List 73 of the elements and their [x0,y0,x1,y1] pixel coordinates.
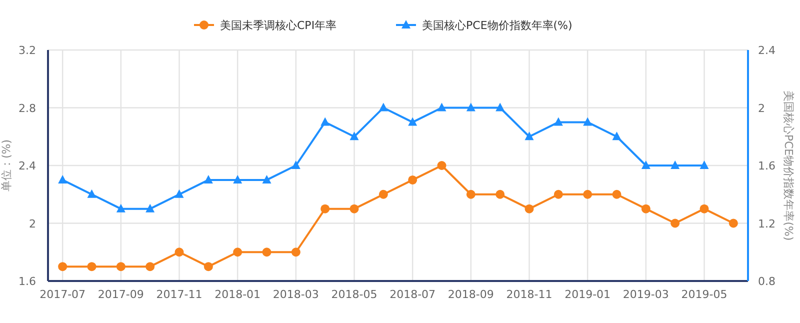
point [116,262,126,272]
point [437,102,446,112]
x-tick-label: 2018-05 [331,288,378,301]
point [320,204,330,214]
point [116,204,126,212]
y2-tick-label: 2 [758,102,765,115]
point [233,248,242,257]
point [87,262,96,272]
y-tick-label: 3.2 [18,44,36,57]
point [554,117,563,126]
x-tick-label: 2018-09 [448,288,494,301]
x-tick-label: 2019-05 [681,288,728,301]
point [233,174,242,184]
x-tick-label: 2018-07 [390,288,436,301]
point [408,175,418,184]
x-tick-label: 2018-03 [272,288,319,301]
point [378,102,388,112]
point [612,190,622,199]
point [728,218,738,228]
point [291,248,300,257]
point [583,190,592,199]
point [58,174,68,184]
point [496,102,505,112]
point [204,262,213,272]
point [58,262,68,272]
x-tick-label: 2019-01 [564,288,611,301]
point [408,117,418,126]
point [466,102,476,112]
point [174,189,184,198]
point [524,132,534,140]
y-tick-label: 2 [29,217,36,230]
point [670,218,680,228]
point [350,132,359,140]
point [583,117,592,126]
point [641,160,650,169]
point [87,189,96,198]
y-tick-label: 2.4 [18,160,36,172]
point [700,160,709,169]
x-tick-label: 2017-11 [156,288,202,301]
point [174,248,184,257]
y-tick-label: 2.8 [18,102,36,115]
y-tick-label: 1.6 [18,275,36,288]
y2-tick-label: 1.2 [758,217,776,230]
point [378,190,388,199]
point [524,204,534,214]
point [350,204,359,214]
point [146,262,155,272]
y2-tick-label: 2.4 [758,44,776,57]
point [320,117,330,126]
y2-tick-label: 1.6 [758,160,776,172]
point [204,174,213,184]
x-tick-label: 2018-01 [214,288,261,301]
y2-axis-title: 美国核心PCE物价指数年率(%) [782,90,795,241]
point [262,174,272,184]
x-tick-label: 2017-07 [40,288,86,301]
x-tick-label: 2017-09 [98,288,144,301]
point [641,204,650,214]
point [700,204,709,214]
point [466,190,476,199]
y2-tick-label: 0.8 [758,275,776,288]
point [291,160,300,169]
point [496,190,505,199]
y-axis-title: 单位：(%) [0,139,13,192]
point [670,160,680,169]
x-tick-label: 2019-03 [622,288,669,301]
legend-label: 美国未季调核心CPI年率 [220,19,337,32]
point [437,161,446,170]
x-tick-label: 2018-11 [506,288,552,301]
point [554,190,563,199]
point [146,204,155,212]
point [262,248,272,257]
legend-label: 美国核心PCE物价指数年率(%) [422,19,572,32]
point [612,132,622,140]
